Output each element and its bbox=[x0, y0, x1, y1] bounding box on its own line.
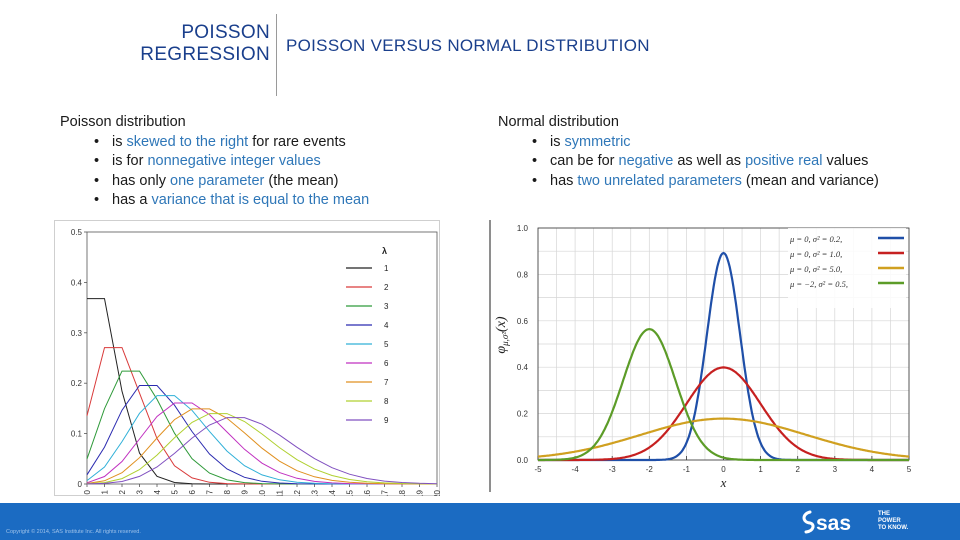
poisson-y-tick-label: 0.4 bbox=[71, 278, 83, 287]
poisson-x-tick-label: 16 bbox=[363, 489, 372, 496]
poisson-x-tick-label: 11 bbox=[276, 489, 285, 496]
normal-chart: 0.0 0.2 0.4 0.6 0.8 1.0 -5 -4 -3 -2 -1 0 1 2 3 4 5 x φμ,σ²… bbox=[488, 220, 916, 492]
normal-x-axis-label: x bbox=[720, 475, 727, 490]
poisson-x-tick-label: 5 bbox=[171, 489, 180, 494]
poisson-chart-frame bbox=[54, 220, 440, 496]
normal-x-tick-label: -5 bbox=[534, 465, 542, 474]
poisson-chart: 00.10.20.30.40.50 1 2 3 4 5 6 7 8 9 10 11 12 13 14 15 16… bbox=[54, 220, 440, 496]
copyright-text: Copyright © 2014, SAS Institute Inc. All… bbox=[6, 529, 141, 535]
poisson-x-tick-label: 7 bbox=[206, 489, 215, 494]
normal-column: Normal distribution is symmetric can be … bbox=[498, 113, 879, 191]
poisson-bullet-variance: has a variance that is equal to the mean bbox=[90, 191, 369, 211]
normal-bullet-real: can be for negative as well as positive … bbox=[528, 152, 879, 172]
poisson-legend-title: λ bbox=[382, 246, 387, 256]
footer-bar: Copyright © 2014, SAS Institute Inc. All… bbox=[0, 503, 960, 540]
poisson-x-tick-label: 0 bbox=[83, 489, 92, 494]
poisson-legend-label-8: 8 bbox=[384, 397, 389, 406]
poisson-bullet-integer: is for nonnegative integer values bbox=[90, 152, 369, 172]
normal-x-tick-label: -1 bbox=[683, 465, 691, 474]
tagline: THE POWER TO KNOW. bbox=[878, 511, 908, 532]
title-divider bbox=[276, 14, 277, 96]
poisson-series-lambda-9 bbox=[86, 417, 438, 485]
poisson-x-tick-label: 15 bbox=[346, 489, 355, 496]
poisson-legend-label-3: 3 bbox=[384, 302, 389, 311]
sas-logo-text: sas bbox=[816, 512, 851, 534]
poisson-x-tick-label: 9 bbox=[241, 489, 250, 494]
normal-legend-label-1: μ = 0, σ² = 1.0, bbox=[789, 249, 842, 259]
normal-y-axis-label-main: φ bbox=[494, 346, 509, 354]
poisson-bullets: is skewed to the right for rare events i… bbox=[60, 133, 369, 211]
poisson-legend-label-5: 5 bbox=[384, 340, 389, 349]
normal-y-tick-label: 1.0 bbox=[517, 224, 529, 233]
normal-legend-label-3: μ = −2, σ² = 0.5, bbox=[789, 279, 848, 289]
normal-bullet-parameters: has two unrelated parameters (mean and v… bbox=[528, 172, 879, 192]
poisson-x-tick-label: 8 bbox=[223, 489, 232, 494]
normal-x-tick-label: 2 bbox=[795, 465, 800, 474]
poisson-x-tick-label: 12 bbox=[293, 489, 302, 496]
normal-y-tick-label: 0.8 bbox=[517, 270, 529, 279]
normal-heading: Normal distribution bbox=[498, 114, 619, 130]
normal-y-axis-label: φμ,σ²(x) bbox=[494, 316, 510, 354]
slide-title: POISSON VERSUS NORMAL DISTRIBUTION bbox=[286, 36, 650, 55]
poisson-bullet-skewed: is skewed to the right for rare events bbox=[90, 133, 369, 153]
normal-bullets: is symmetric can be for negative as well… bbox=[498, 133, 879, 192]
poisson-series-lambda-8 bbox=[86, 413, 438, 485]
sas-logo-swoosh bbox=[802, 510, 815, 534]
poisson-x-tick-label: 4 bbox=[153, 489, 162, 494]
poisson-x-tick-label: 1 bbox=[101, 489, 110, 494]
poisson-y-tick-label: 0 bbox=[78, 480, 83, 489]
poisson-legend-label-9: 9 bbox=[384, 416, 389, 425]
normal-y-tick-label: 0.4 bbox=[517, 363, 529, 372]
section-title: POISSON REGRESSION bbox=[140, 22, 270, 66]
poisson-column: Poisson distribution is skewed to the ri… bbox=[60, 113, 369, 211]
normal-x-tick-label: 3 bbox=[833, 465, 838, 474]
normal-x-tick-label: -3 bbox=[609, 465, 617, 474]
section-title-line2: REGRESSION bbox=[140, 44, 270, 65]
poisson-x-tick-label: 6 bbox=[188, 489, 197, 494]
normal-y-tick-label: 0.6 bbox=[517, 317, 529, 326]
poisson-x-tick-label: 2 bbox=[118, 489, 127, 494]
normal-x-tick-label: 4 bbox=[870, 465, 875, 474]
normal-legend-label-0: μ = 0, σ² = 0.2, bbox=[789, 234, 842, 244]
poisson-x-tick-label: 17 bbox=[381, 489, 390, 496]
normal-series-2 bbox=[537, 417, 910, 458]
tagline-line2: POWER bbox=[878, 518, 901, 524]
poisson-y-tick-label: 0.3 bbox=[71, 329, 83, 338]
normal-x-tick-label: 1 bbox=[758, 465, 763, 474]
normal-x-tick-label: 0 bbox=[721, 465, 726, 474]
poisson-x-tick-label: 20 bbox=[433, 489, 440, 496]
normal-x-tick-label: -2 bbox=[646, 465, 654, 474]
poisson-series-lambda-7 bbox=[86, 408, 437, 485]
poisson-legend-label-1: 1 bbox=[384, 264, 389, 273]
normal-legend-label-2: μ = 0, σ² = 5.0, bbox=[789, 264, 842, 274]
tagline-line1: THE bbox=[878, 511, 890, 517]
poisson-heading: Poisson distribution bbox=[60, 114, 186, 130]
poisson-x-tick-label: 3 bbox=[136, 489, 145, 494]
poisson-bullet-parameter: has only one parameter (the mean) bbox=[90, 172, 369, 192]
poisson-x-tick-label: 10 bbox=[258, 489, 267, 496]
poisson-x-tick-label: 13 bbox=[311, 489, 320, 496]
poisson-legend-label-7: 7 bbox=[384, 378, 389, 387]
poisson-x-tick-label: 18 bbox=[398, 489, 407, 496]
sas-logo: sas bbox=[802, 510, 851, 534]
normal-x-tick-label: -4 bbox=[572, 465, 580, 474]
poisson-y-tick-label: 0.5 bbox=[71, 228, 83, 237]
normal-y-tick-label: 0.2 bbox=[517, 410, 529, 419]
section-title-line1: POISSON bbox=[181, 22, 270, 43]
normal-x-tick-label: 5 bbox=[907, 465, 912, 474]
poisson-legend-label-2: 2 bbox=[384, 283, 389, 292]
normal-series-3 bbox=[538, 327, 909, 462]
poisson-y-tick-label: 0.1 bbox=[71, 430, 83, 439]
poisson-x-tick-label: 19 bbox=[416, 489, 425, 496]
normal-bullet-symmetric: is symmetric bbox=[528, 133, 879, 153]
poisson-legend-label-6: 6 bbox=[384, 359, 389, 368]
normal-y-tick-label: 0.0 bbox=[517, 456, 529, 465]
poisson-y-tick-label: 0.2 bbox=[71, 379, 83, 388]
normal-y-axis-label-arg: (x) bbox=[494, 316, 509, 332]
poisson-legend-label-4: 4 bbox=[384, 321, 389, 330]
normal-y-axis-label-sub: μ,σ² bbox=[500, 332, 510, 347]
tagline-line3: TO KNOW. bbox=[878, 525, 909, 531]
poisson-x-tick-label: 14 bbox=[328, 489, 337, 496]
